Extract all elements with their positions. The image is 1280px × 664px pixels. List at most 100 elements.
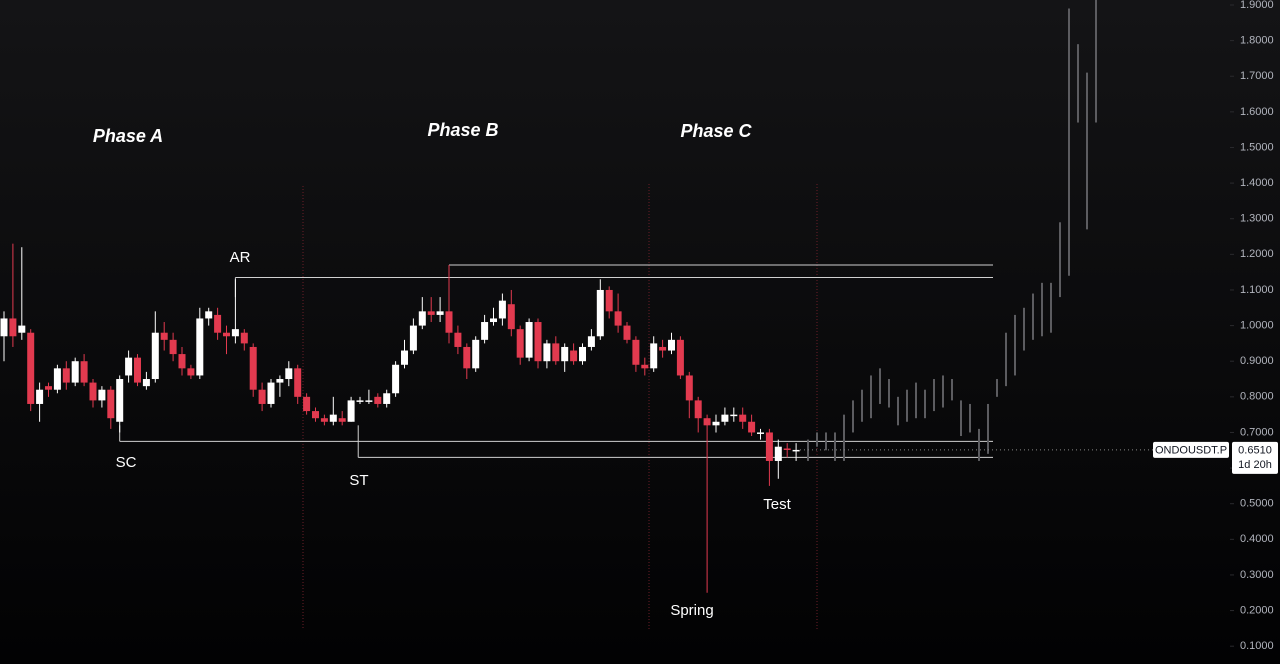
event-label: Test (763, 496, 791, 513)
candle-body (757, 432, 764, 434)
candle-body (668, 339, 675, 351)
event-label: ST (349, 472, 368, 489)
candle-body (721, 414, 729, 422)
candle-body (142, 379, 150, 387)
candle-body (436, 311, 444, 315)
phase-label: Phase A (93, 126, 163, 146)
y-tick-label: 0.2000 (1240, 604, 1274, 616)
y-tick-label: 1.4000 (1240, 177, 1274, 189)
candle-body (329, 414, 337, 422)
candle-body (712, 421, 720, 426)
candle-body (490, 318, 497, 323)
candle-body (454, 332, 462, 347)
y-tick-label: 1.7000 (1240, 70, 1274, 82)
y-tick-label: 0.7000 (1240, 426, 1274, 438)
candle-body (36, 389, 44, 404)
candle-body (267, 382, 275, 404)
candle-body (418, 311, 426, 326)
candle-body (703, 418, 711, 426)
candle-body (659, 346, 667, 351)
candle-body (320, 418, 328, 422)
candle-body (534, 322, 542, 362)
y-tick-label: 1.6000 (1240, 106, 1274, 118)
price-axis: 0.10000.20000.30000.40000.50000.60000.70… (1230, 0, 1274, 652)
y-tick-label: 1.8000 (1240, 35, 1274, 47)
y-tick-label: 0.9000 (1240, 355, 1274, 367)
candle-body (80, 361, 88, 383)
candle-body (507, 304, 515, 330)
candle-body (62, 368, 70, 383)
candle-body (552, 343, 560, 362)
y-tick-label: 0.4000 (1240, 533, 1274, 545)
candle-body (774, 446, 782, 461)
candle-body (294, 368, 302, 397)
symbol-tag (1153, 441, 1229, 458)
last-price-label: 0.6510 (1238, 444, 1272, 456)
symbol-label: ONDOUSDT.P (1155, 444, 1227, 456)
y-tick-label: 0.1000 (1240, 640, 1274, 652)
event-label: AR (230, 249, 251, 266)
candle-body (792, 449, 800, 452)
candle-body (303, 396, 311, 412)
candle-body (312, 411, 319, 419)
candle-body (205, 311, 213, 319)
y-tick-label: 1.1000 (1240, 284, 1274, 296)
candle-body (765, 432, 773, 461)
y-tick-label: 0.3000 (1240, 569, 1274, 581)
candle-body (498, 300, 506, 319)
candle-body (730, 414, 738, 417)
candle-body (685, 375, 693, 401)
candle-body (178, 354, 186, 369)
candle-body (561, 346, 569, 362)
candle-body (783, 448, 791, 450)
y-tick-label: 1.0000 (1240, 319, 1274, 331)
candle-body (71, 361, 79, 383)
candle-body (187, 368, 195, 376)
candle-body (587, 336, 595, 347)
candle-body (694, 400, 702, 419)
candle-body (605, 289, 613, 312)
candle-body (214, 314, 222, 333)
candle-body (481, 322, 489, 340)
candle-body (427, 311, 435, 315)
y-tick-label: 1.9000 (1240, 0, 1274, 11)
candle-body (365, 400, 373, 402)
candle-body (18, 325, 26, 333)
candle-body (614, 311, 622, 326)
candle-body (623, 325, 631, 340)
candle-body (570, 350, 578, 362)
candle-body (338, 418, 346, 422)
candle-body (0, 318, 8, 337)
event-label: SC (116, 454, 137, 471)
candle-body (641, 364, 649, 369)
candle-body (632, 339, 640, 365)
candle-body (169, 339, 177, 355)
candle-body (98, 389, 106, 401)
candle-body (196, 318, 204, 376)
candle-body (151, 332, 159, 380)
candle-body (276, 379, 284, 383)
event-label: Spring (670, 602, 713, 619)
candle-body (596, 289, 604, 337)
phase-label: Phase C (680, 121, 752, 141)
candle-body (650, 343, 658, 369)
candle-body (676, 339, 684, 376)
countdown-label: 1d 20h (1238, 459, 1272, 471)
candle-body (472, 339, 480, 369)
candle-body (347, 400, 355, 422)
phase-label: Phase B (427, 120, 498, 140)
candle-body (125, 357, 133, 376)
candle-body (240, 332, 248, 344)
y-tick-label: 0.8000 (1240, 391, 1274, 403)
candle-body (383, 393, 391, 404)
candle-body (160, 332, 168, 340)
candle-body (748, 421, 756, 433)
candle-body (231, 329, 239, 337)
candle-body (525, 322, 533, 358)
candle-body (107, 389, 115, 419)
candle-body (739, 414, 747, 422)
y-tick-label: 1.5000 (1240, 141, 1274, 153)
